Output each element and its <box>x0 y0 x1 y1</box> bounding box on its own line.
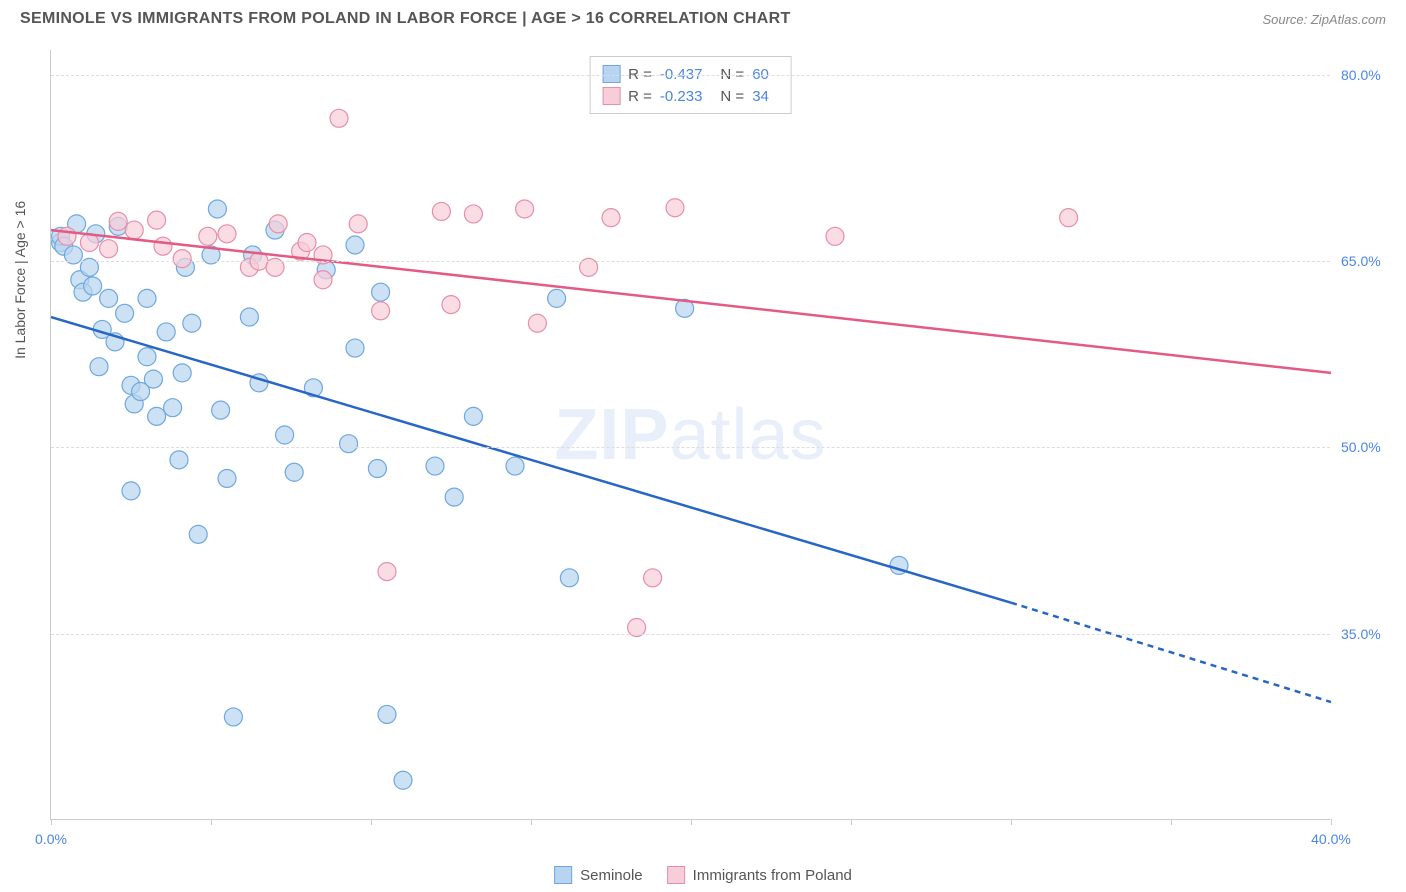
x-tick <box>1171 819 1172 825</box>
y-tick-label: 80.0% <box>1341 67 1381 83</box>
regression-line <box>51 230 1331 373</box>
data-point <box>506 457 524 475</box>
data-point <box>154 237 172 255</box>
data-point <box>269 215 287 233</box>
data-point <box>644 569 662 587</box>
y-tick-label: 65.0% <box>1341 253 1381 269</box>
data-point <box>372 302 390 320</box>
data-point <box>183 314 201 332</box>
y-axis-label: In Labor Force | Age > 16 <box>12 201 28 359</box>
data-point <box>368 460 386 478</box>
data-point <box>445 488 463 506</box>
data-point <box>330 109 348 127</box>
data-point <box>340 435 358 453</box>
data-point <box>394 771 412 789</box>
x-tick <box>211 819 212 825</box>
data-point <box>218 225 236 243</box>
data-point <box>548 289 566 307</box>
data-point <box>148 211 166 229</box>
gridline <box>51 634 1330 635</box>
x-tick <box>371 819 372 825</box>
series-legend: Seminole Immigrants from Poland <box>554 866 852 884</box>
data-point <box>826 227 844 245</box>
data-point <box>208 200 226 218</box>
gridline <box>51 75 1330 76</box>
data-point <box>125 221 143 239</box>
data-point <box>138 289 156 307</box>
y-tick-label: 35.0% <box>1341 626 1381 642</box>
data-point <box>173 250 191 268</box>
data-point <box>314 271 332 289</box>
data-point <box>240 308 258 326</box>
data-point <box>84 277 102 295</box>
source-attribution: Source: ZipAtlas.com <box>1262 12 1386 27</box>
data-point <box>173 364 191 382</box>
legend-label: Immigrants from Poland <box>693 867 852 884</box>
swatch-seminole-bottom <box>554 866 572 884</box>
data-point <box>276 426 294 444</box>
data-point <box>157 323 175 341</box>
x-tick <box>691 819 692 825</box>
data-point <box>100 240 118 258</box>
scatter-svg <box>51 50 1330 819</box>
data-point <box>116 304 134 322</box>
regression-line-extrapolated <box>1011 603 1331 702</box>
x-tick <box>1011 819 1012 825</box>
data-point <box>349 215 367 233</box>
x-tick <box>851 819 852 825</box>
data-point <box>148 407 166 425</box>
data-point <box>602 209 620 227</box>
x-tick-label: 40.0% <box>1311 831 1351 847</box>
data-point <box>144 370 162 388</box>
data-point <box>346 236 364 254</box>
x-tick <box>531 819 532 825</box>
data-point <box>560 569 578 587</box>
data-point <box>122 482 140 500</box>
data-point <box>346 339 364 357</box>
data-point <box>528 314 546 332</box>
data-point <box>285 463 303 481</box>
data-point <box>1060 209 1078 227</box>
chart-plot-area: ZIPatlas R =-0.437 N =60 R =-0.233 N =34… <box>50 50 1330 820</box>
data-point <box>218 469 236 487</box>
data-point <box>666 199 684 217</box>
legend-item-poland: Immigrants from Poland <box>667 866 852 884</box>
data-point <box>298 234 316 252</box>
data-point <box>224 708 242 726</box>
swatch-poland-bottom <box>667 866 685 884</box>
y-tick-label: 50.0% <box>1341 439 1381 455</box>
legend-item-seminole: Seminole <box>554 866 643 884</box>
gridline <box>51 261 1330 262</box>
data-point <box>464 407 482 425</box>
data-point <box>464 205 482 223</box>
data-point <box>109 212 127 230</box>
data-point <box>100 289 118 307</box>
gridline <box>51 447 1330 448</box>
data-point <box>170 451 188 469</box>
regression-line <box>51 317 1011 603</box>
legend-label: Seminole <box>580 867 643 884</box>
data-point <box>426 457 444 475</box>
data-point <box>432 202 450 220</box>
data-point <box>138 348 156 366</box>
data-point <box>442 296 460 314</box>
data-point <box>372 283 390 301</box>
x-tick-label: 0.0% <box>35 831 67 847</box>
chart-title: SEMINOLE VS IMMIGRANTS FROM POLAND IN LA… <box>20 10 791 28</box>
data-point <box>378 563 396 581</box>
data-point <box>378 705 396 723</box>
x-tick <box>1331 819 1332 825</box>
data-point <box>189 525 207 543</box>
data-point <box>516 200 534 218</box>
data-point <box>90 358 108 376</box>
data-point <box>212 401 230 419</box>
data-point <box>164 399 182 417</box>
data-point <box>199 227 217 245</box>
x-tick <box>51 819 52 825</box>
